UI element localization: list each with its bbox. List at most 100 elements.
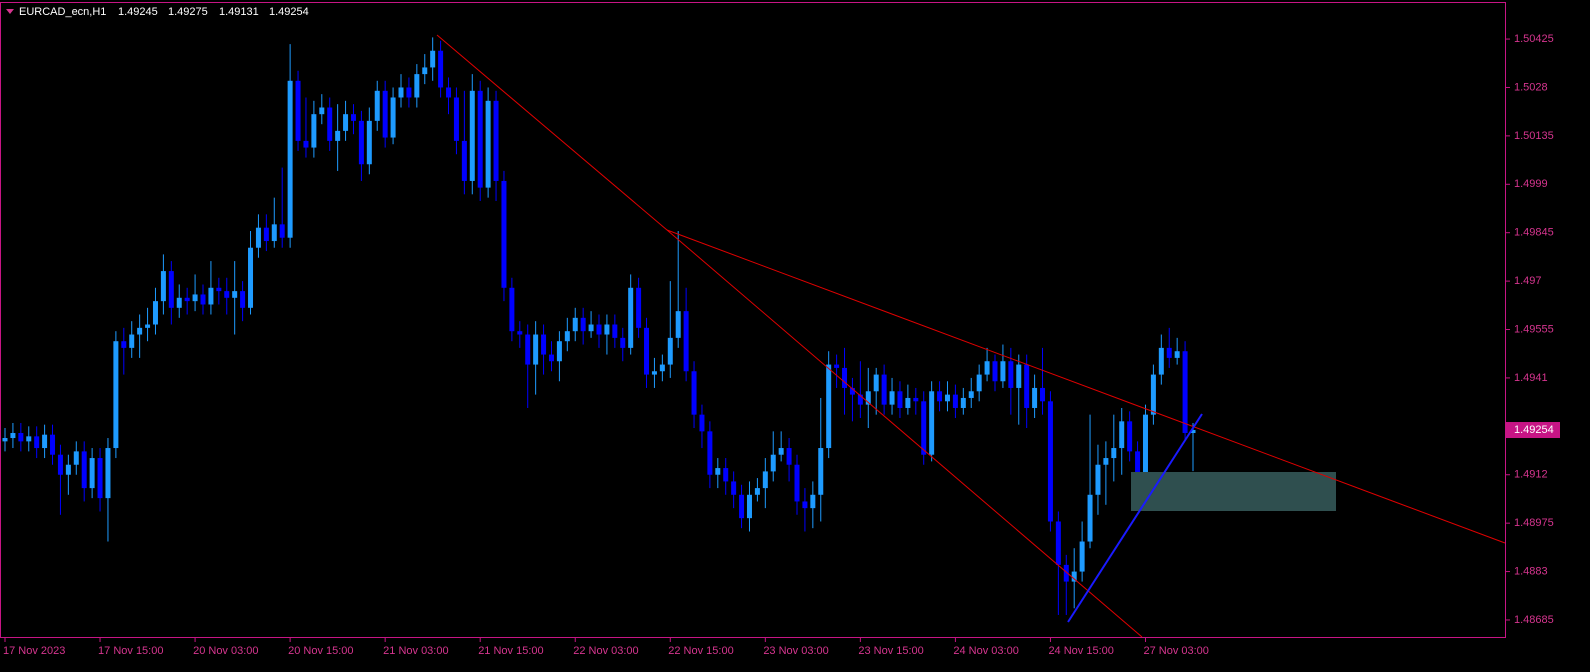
candle-body bbox=[200, 294, 206, 305]
candle-body bbox=[651, 371, 657, 375]
candle-body bbox=[374, 90, 380, 121]
candle-body bbox=[42, 434, 48, 449]
candle-body bbox=[842, 367, 848, 388]
candle-body bbox=[319, 107, 325, 115]
candle-body bbox=[517, 331, 523, 335]
candle-body bbox=[1024, 364, 1030, 408]
y-tick-label: 1.49845 bbox=[1514, 227, 1554, 239]
candle-body bbox=[937, 391, 943, 402]
candle-body bbox=[683, 311, 689, 372]
candle-body bbox=[1142, 414, 1148, 489]
candle-body bbox=[438, 50, 444, 88]
candle-body bbox=[849, 387, 855, 395]
candle-body bbox=[746, 494, 752, 519]
current-price-label: 1.49254 bbox=[1514, 424, 1554, 436]
candle-body bbox=[1182, 351, 1188, 434]
candle-body bbox=[1079, 541, 1085, 572]
candle-body bbox=[929, 391, 935, 455]
candle-body bbox=[57, 454, 63, 475]
candle-body bbox=[232, 291, 238, 298]
ohlc-low: 1.49131 bbox=[219, 6, 259, 18]
candle-body bbox=[81, 451, 87, 489]
candle-body bbox=[485, 100, 491, 188]
candle-body bbox=[873, 374, 879, 392]
candle-body bbox=[1063, 564, 1069, 582]
trendline bbox=[666, 229, 1506, 544]
candle-body bbox=[620, 337, 626, 348]
candle-body bbox=[430, 50, 436, 68]
candle-body bbox=[192, 294, 198, 302]
candle-body bbox=[533, 334, 539, 365]
candle-body bbox=[889, 391, 895, 405]
ohlc-open: 1.49245 bbox=[118, 6, 158, 18]
y-tick-label: 1.4912 bbox=[1514, 469, 1548, 481]
candle-body bbox=[224, 291, 230, 298]
candle-body bbox=[976, 374, 982, 392]
candle-body bbox=[390, 97, 396, 138]
candle-body bbox=[1000, 361, 1006, 382]
x-tick-label: 24 Nov 15:00 bbox=[1048, 645, 1113, 657]
candle-body bbox=[865, 391, 871, 405]
plot-area bbox=[2, 37, 1196, 615]
candle-body bbox=[509, 287, 515, 332]
candle-body bbox=[1135, 451, 1141, 489]
candle-body bbox=[65, 464, 71, 475]
x-tick-label: 21 Nov 15:00 bbox=[478, 645, 543, 657]
candle-body bbox=[778, 448, 784, 455]
ohlc-close: 1.49254 bbox=[269, 6, 309, 18]
candle-body bbox=[145, 324, 151, 328]
candle-body bbox=[604, 324, 610, 335]
candle-body bbox=[1111, 448, 1117, 459]
candle-body bbox=[548, 354, 554, 362]
candle-body bbox=[596, 324, 602, 335]
candle-body bbox=[1055, 521, 1061, 565]
y-tick-label: 1.49555 bbox=[1514, 323, 1554, 335]
candle-body bbox=[1103, 458, 1109, 465]
candle-body bbox=[636, 287, 642, 328]
y-tick-label: 1.4999 bbox=[1514, 178, 1548, 190]
candle-body bbox=[818, 448, 824, 495]
x-tick-label: 27 Nov 03:00 bbox=[1143, 645, 1208, 657]
candle-body bbox=[1032, 387, 1038, 408]
collapse-arrow[interactable] bbox=[6, 9, 14, 14]
x-tick-label: 22 Nov 03:00 bbox=[573, 645, 638, 657]
candle-body bbox=[303, 140, 309, 148]
candle-body bbox=[612, 324, 618, 338]
candle-body bbox=[255, 227, 261, 248]
x-tick-label: 24 Nov 03:00 bbox=[953, 645, 1018, 657]
candle-body bbox=[834, 364, 840, 368]
candle-body bbox=[160, 271, 166, 302]
x-tick-label: 22 Nov 15:00 bbox=[668, 645, 733, 657]
candle-body bbox=[881, 374, 887, 405]
candle-body bbox=[794, 464, 800, 502]
candle-body bbox=[541, 334, 547, 355]
candle-body bbox=[129, 334, 135, 348]
candle-body bbox=[707, 431, 713, 475]
candle-body bbox=[1150, 374, 1156, 415]
candle-body bbox=[723, 468, 729, 482]
candle-body bbox=[952, 394, 958, 408]
y-tick-label: 1.48685 bbox=[1514, 614, 1554, 626]
candle-body bbox=[105, 448, 111, 499]
candle-body bbox=[659, 364, 665, 372]
candle-body bbox=[113, 341, 119, 449]
candle-body bbox=[469, 90, 475, 181]
candle-body bbox=[18, 433, 24, 442]
candle-body bbox=[572, 317, 578, 332]
candle-body bbox=[754, 488, 760, 495]
candle-body bbox=[493, 100, 499, 181]
candle-body bbox=[762, 471, 768, 489]
candle-body bbox=[446, 87, 452, 98]
candle-body bbox=[477, 90, 483, 188]
candle-body bbox=[588, 324, 594, 332]
candle-body bbox=[50, 434, 56, 455]
candle-body bbox=[921, 401, 927, 455]
candle-body bbox=[802, 501, 808, 509]
candle-body bbox=[382, 90, 388, 138]
candle-body bbox=[1174, 351, 1180, 358]
candle-body bbox=[501, 180, 507, 288]
x-tick-label: 23 Nov 03:00 bbox=[763, 645, 828, 657]
candle-body bbox=[137, 327, 143, 335]
